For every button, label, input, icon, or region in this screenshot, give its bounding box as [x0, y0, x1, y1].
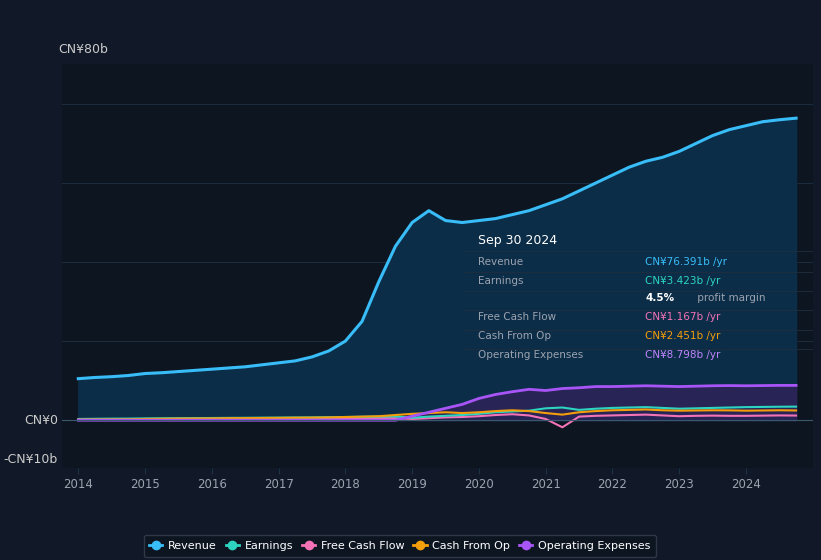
Text: Free Cash Flow: Free Cash Flow	[478, 312, 556, 322]
Text: 4.5%: 4.5%	[645, 293, 674, 303]
Text: CN¥0: CN¥0	[24, 414, 57, 427]
Text: Operating Expenses: Operating Expenses	[478, 350, 583, 360]
Text: Sep 30 2024: Sep 30 2024	[478, 234, 557, 247]
Legend: Revenue, Earnings, Free Cash Flow, Cash From Op, Operating Expenses: Revenue, Earnings, Free Cash Flow, Cash …	[144, 535, 656, 557]
Text: Revenue: Revenue	[478, 256, 523, 267]
Text: CN¥2.451b /yr: CN¥2.451b /yr	[645, 331, 721, 341]
Text: Cash From Op: Cash From Op	[478, 331, 551, 341]
Text: profit margin: profit margin	[695, 293, 766, 303]
Text: CN¥1.167b /yr: CN¥1.167b /yr	[645, 312, 721, 322]
Text: CN¥80b: CN¥80b	[57, 43, 108, 57]
Text: CN¥76.391b /yr: CN¥76.391b /yr	[645, 256, 727, 267]
Text: Earnings: Earnings	[478, 276, 523, 286]
Text: CN¥3.423b /yr: CN¥3.423b /yr	[645, 276, 721, 286]
Text: CN¥8.798b /yr: CN¥8.798b /yr	[645, 350, 721, 360]
Text: -CN¥10b: -CN¥10b	[3, 453, 57, 466]
